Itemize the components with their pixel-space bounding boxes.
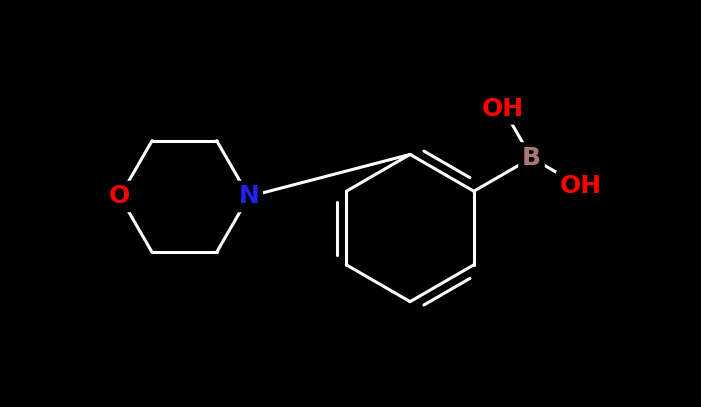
Text: O: O xyxy=(109,184,130,208)
Text: N: N xyxy=(238,184,259,208)
Text: B: B xyxy=(522,146,541,170)
Text: OH: OH xyxy=(482,97,524,121)
Text: OH: OH xyxy=(559,174,601,198)
